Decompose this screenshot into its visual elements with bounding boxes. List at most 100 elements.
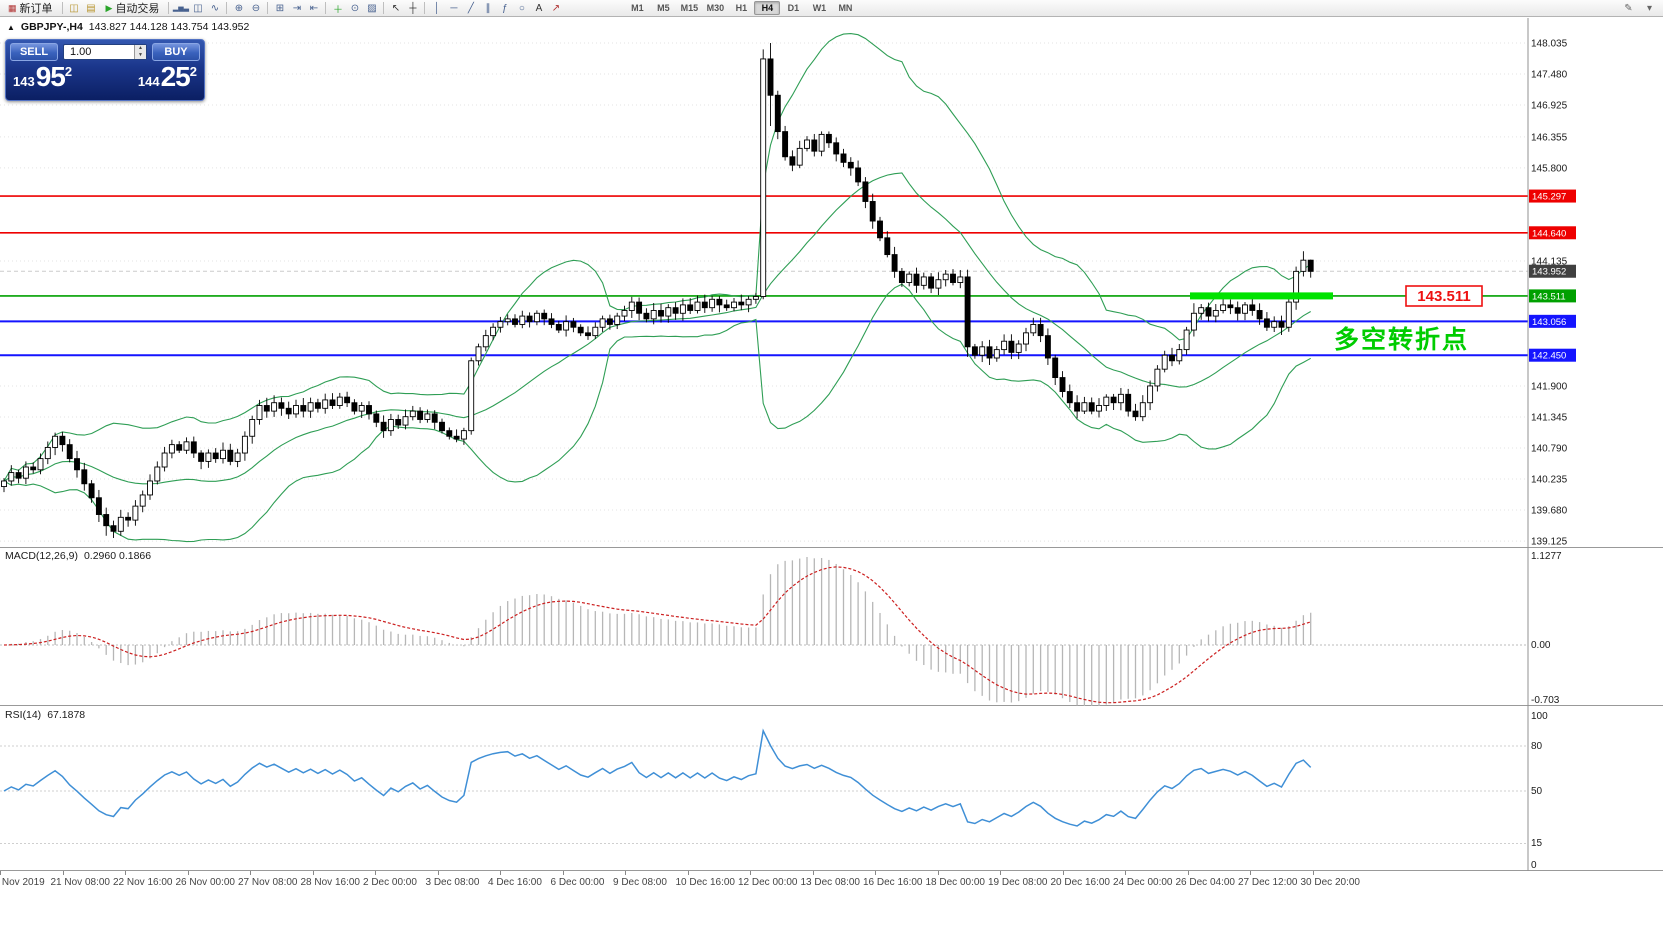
chart-shift-icon[interactable]: ⇤ <box>309 2 319 14</box>
timeframe-d1[interactable]: D1 <box>787 3 800 13</box>
timeframe-m5[interactable]: M5 <box>657 3 670 13</box>
toolbar-separator <box>168 2 170 14</box>
line-chart-icon[interactable]: ∿ <box>210 2 220 14</box>
candlestick-series <box>1 43 1314 538</box>
rsi-title: RSI(14) <box>5 709 42 721</box>
price-axis[interactable]: 148.035 147.480 146.925 146.355 145.800 144.1… <box>1527 18 1576 547</box>
text-icon[interactable]: A <box>535 2 543 14</box>
svg-text:140.790: 140.790 <box>1531 443 1568 454</box>
svg-text:139.680: 139.680 <box>1531 506 1568 517</box>
periods-icon[interactable]: ⊙ <box>350 2 360 14</box>
time-label: 26 Nov 00:00 <box>175 877 236 888</box>
profiles-icon[interactable]: ▤ <box>86 2 96 14</box>
time-label: 30 Dec 20:00 <box>1300 877 1361 888</box>
rsi-canvas[interactable]: 100 80 50 15 0 <box>0 706 1663 871</box>
time-tick <box>1250 871 1251 875</box>
toolbar-separator <box>325 2 327 14</box>
macd-canvas[interactable]: 1.1277 0.00 -0.703 <box>0 547 1663 706</box>
auto-scroll-icon[interactable]: ⇥ <box>292 2 302 14</box>
timeframe-h4[interactable]: H4 <box>754 1 781 15</box>
sell-price[interactable]: 143952 <box>13 62 72 92</box>
time-tick <box>562 871 564 875</box>
new-order-button[interactable]: ▦ 新订单 <box>2 0 59 17</box>
time-label: 12 Dec 00:00 <box>738 877 798 888</box>
svg-text:147.480: 147.480 <box>1531 70 1568 81</box>
one-click-collapse-icon[interactable]: ▲ <box>7 23 15 32</box>
indicators-icon[interactable]: ＋ <box>332 4 343 16</box>
volume-input[interactable]: 1.00 ▲ ▼ <box>63 44 147 60</box>
time-tick <box>187 871 189 875</box>
vertical-line-icon[interactable]: │ <box>433 2 441 14</box>
price-callout[interactable]: 143.511 <box>1405 285 1483 307</box>
timeframe-w1[interactable]: W1 <box>812 3 827 13</box>
svg-text:143.511: 143.511 <box>1417 288 1470 305</box>
time-label: 20 Nov 2019 <box>0 877 45 888</box>
toolbar: ▦ 新订单 ◫ ▤ ▶ 自动交易 ▂▅▃ ◫ ∿ ⊕ ⊖ ⊞ ⇥ ⇤ ＋ ⊙ ▨ ↖ ┼ │ ─ ╱ ∥ ƒ ○ A ↗ M1 M5 M1… <box>0 0 1663 17</box>
svg-text:142.450: 142.450 <box>1532 351 1566 362</box>
svg-text:0: 0 <box>1531 860 1537 871</box>
time-label: 24 Dec 00:00 <box>1113 877 1173 888</box>
buy-price-frac: 2 <box>189 64 197 79</box>
time-label: 27 Dec 12:00 <box>1238 877 1298 888</box>
buy-button[interactable]: BUY <box>152 43 200 61</box>
fibonacci-icon[interactable]: ƒ <box>502 2 508 14</box>
volume-down-button[interactable]: ▼ <box>138 52 143 58</box>
svg-text:145.297: 145.297 <box>1532 192 1566 203</box>
channel-icon[interactable]: ∥ <box>485 2 491 14</box>
svg-text:146.925: 146.925 <box>1531 101 1568 112</box>
svg-text:143.056: 143.056 <box>1532 317 1566 328</box>
annotation-text[interactable]: 多空转折点 <box>1334 325 1469 354</box>
time-tick <box>937 871 939 875</box>
autotrading-button[interactable]: ▶ 自动交易 <box>100 0 166 17</box>
arrows-icon[interactable]: ↗ <box>551 2 561 14</box>
volume-up-button[interactable]: ▲ <box>138 45 143 51</box>
svg-text:141.345: 141.345 <box>1531 412 1568 423</box>
edit-icon[interactable]: ✎ <box>1624 3 1633 14</box>
chart-window: 143.511 多空转折点 148.035 147.480 146.925 146.355… <box>0 18 1663 942</box>
timeframe-mn[interactable]: MN <box>838 3 853 13</box>
macd-signal-line <box>3 566 1311 704</box>
autotrading-button-icon: ▶ <box>105 2 113 13</box>
timeframe-m15[interactable]: M15 <box>680 3 699 13</box>
chart-canvas[interactable]: 143.511 多空转折点 148.035 147.480 146.925 146.355… <box>0 18 1663 547</box>
svg-text:1.1277: 1.1277 <box>1531 551 1562 562</box>
timeframe-h1[interactable]: H1 <box>735 3 748 13</box>
bar-chart-icon[interactable]: ▂▅▃ <box>172 5 190 12</box>
timeframe-m30[interactable]: M30 <box>706 3 725 13</box>
zoom-in-icon[interactable]: ⊕ <box>234 2 244 14</box>
time-label: 21 Nov 08:00 <box>50 877 111 888</box>
sell-button[interactable]: SELL <box>10 43 58 61</box>
dropdown-icon[interactable]: ▾ <box>1646 3 1653 14</box>
tile-windows-icon[interactable]: ⊞ <box>275 2 285 14</box>
time-label: 3 Dec 08:00 <box>425 877 480 888</box>
time-label: 28 Nov 16:00 <box>300 877 361 888</box>
autotrading-button-label: 自动交易 <box>115 3 160 15</box>
cursor-icon[interactable]: ↖ <box>391 2 401 14</box>
time-label: 26 Dec 04:00 <box>1175 877 1236 888</box>
buy-price[interactable]: 144252 <box>138 62 197 92</box>
time-tick <box>437 871 439 875</box>
highlight-zone[interactable] <box>1190 292 1333 300</box>
symbol-period-label: GBPJPY-,H4 <box>20 21 83 33</box>
horizontal-line-icon[interactable]: ─ <box>450 2 458 14</box>
time-label: 19 Dec 08:00 <box>988 877 1048 888</box>
timeframe-m1[interactable]: M1 <box>631 3 644 13</box>
sell-price-main: 143 <box>13 74 35 89</box>
templates-icon[interactable]: ▨ <box>367 2 377 14</box>
crosshair-icon[interactable]: ┼ <box>409 2 417 14</box>
time-label: 18 Dec 00:00 <box>925 877 986 888</box>
new-chart-icon[interactable]: ◫ <box>69 2 79 14</box>
axis-level-label <box>1529 289 1576 303</box>
macd-values: 0.2960 0.1866 <box>83 550 152 562</box>
time-tick <box>250 871 251 875</box>
shapes-icon[interactable]: ○ <box>518 2 525 14</box>
time-tick <box>0 871 1 875</box>
trendline-icon[interactable]: ╱ <box>467 2 474 14</box>
zoom-out-icon[interactable]: ⊖ <box>251 2 261 14</box>
svg-text:50: 50 <box>1531 786 1543 797</box>
bollinger-bands <box>3 33 1311 543</box>
svg-text:140.235: 140.235 <box>1531 475 1568 486</box>
candlestick-chart-icon[interactable]: ◫ <box>193 2 203 14</box>
svg-text:143.511: 143.511 <box>1532 291 1566 302</box>
